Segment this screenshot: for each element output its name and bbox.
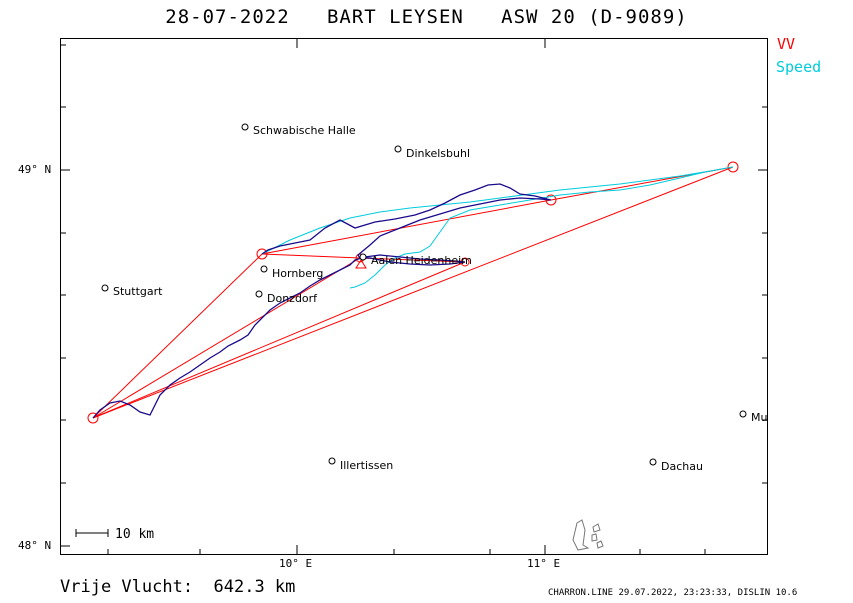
scale-bar xyxy=(75,529,109,537)
distance-readout: Vrije Vlucht: 642.3 km xyxy=(60,577,296,597)
lat-label-48: 48° N xyxy=(18,539,52,552)
lat-label-49: 49° N xyxy=(18,163,52,176)
map-title: 28-07-2022 BART LEYSEN ASW 20 (D-9089) xyxy=(165,6,688,28)
city-label: Dachau xyxy=(661,460,703,473)
lon-label-10: 10° E xyxy=(279,557,313,570)
map-frame xyxy=(60,38,768,555)
city-label: Dinkelsbuhl xyxy=(406,147,471,160)
city-label: Aalen Heidenheim xyxy=(371,254,472,267)
legend-speed: Speed xyxy=(776,58,822,76)
axis-ticks xyxy=(60,38,768,555)
speed-track xyxy=(261,166,734,289)
city-label: Schwabische Halle xyxy=(253,124,356,137)
city-label: Stuttgart xyxy=(113,285,163,298)
scale-label: 10 km xyxy=(115,527,155,542)
city-label: Donzdorf xyxy=(267,292,318,305)
city-markers xyxy=(101,123,747,466)
task-lines xyxy=(92,166,734,419)
city-label: Mu xyxy=(751,411,768,424)
lon-label-11: 11° E xyxy=(527,557,561,570)
lake-outline xyxy=(572,519,604,551)
legend-vv: VV xyxy=(777,35,796,53)
city-label: Hornberg xyxy=(272,267,324,280)
footer-credit: CHARRON.LINE 29.07.2022, 23:23:33, DISLI… xyxy=(548,588,798,598)
flight-track xyxy=(92,183,552,419)
city-label: Illertissen xyxy=(340,459,394,472)
